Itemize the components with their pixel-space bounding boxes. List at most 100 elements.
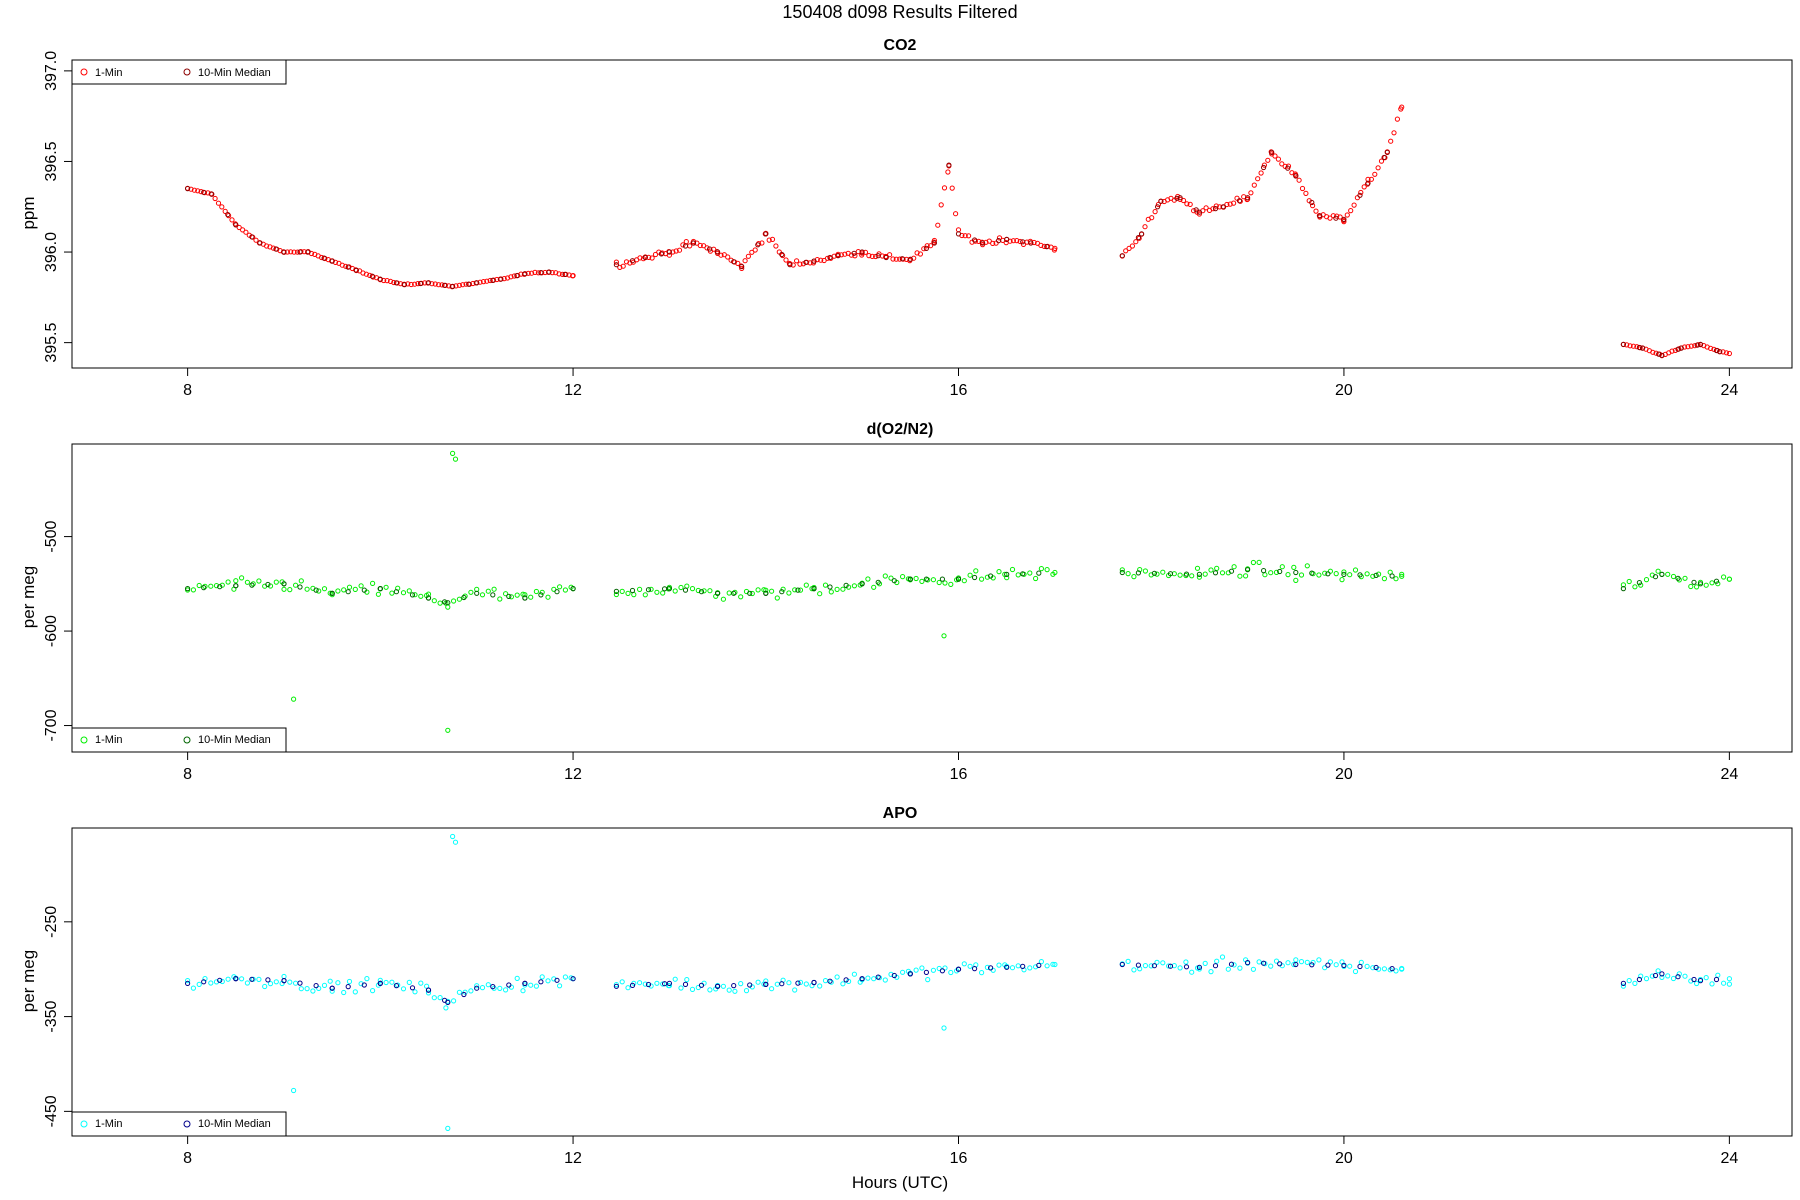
apo-point-1min <box>310 988 316 994</box>
o2n2-point-1min <box>451 598 457 604</box>
co2-point-median <box>1004 236 1010 242</box>
apo-point-1min <box>726 987 732 993</box>
apo-point-1min <box>273 979 279 985</box>
o2n2-point-1min <box>828 589 834 595</box>
co2-point-1min <box>456 282 462 288</box>
figure-title: 150408 d098 Results Filtered <box>782 2 1017 22</box>
co2-point-1min <box>680 242 686 248</box>
o2n2-point-1min <box>287 587 293 593</box>
co2-legend-box <box>71 59 287 85</box>
o2n2-y-tick-label: -500 <box>43 520 60 552</box>
co2-point-median <box>1620 341 1627 347</box>
o2n2-point-1min <box>749 590 755 597</box>
o2n2-point-1min <box>936 579 942 586</box>
apo-point-median <box>1309 962 1315 968</box>
co2-point-1min <box>1708 345 1714 351</box>
co2-point-median <box>466 281 472 287</box>
apo-point-median <box>474 985 480 991</box>
co2-x-tick-label: 20 <box>1335 382 1353 399</box>
o2n2-point-1min <box>942 580 948 586</box>
apo-point-1min <box>1726 976 1733 982</box>
apo-point-1min <box>642 981 648 987</box>
apo-point-median <box>1293 961 1299 968</box>
co2-point-1min <box>725 254 731 260</box>
o2n2-point-median <box>201 585 207 591</box>
co2-point-median <box>883 254 889 261</box>
apo-point-median <box>313 983 319 989</box>
apo-point-1min <box>1044 963 1050 969</box>
o2n2-point-1min <box>281 586 287 592</box>
co2-point-1min <box>188 186 194 192</box>
o2n2-point-median <box>1277 568 1283 575</box>
apo-y-tick-label: -250 <box>43 906 60 938</box>
apo-point-outlier <box>445 1125 451 1132</box>
o2n2-point-1min <box>267 583 274 589</box>
co2-point-median <box>1158 198 1164 204</box>
o2n2-point-1min <box>437 600 443 606</box>
apo-point-1min <box>335 980 341 986</box>
co2-point-1min <box>1258 170 1264 176</box>
apo-point-median <box>843 977 849 983</box>
o2n2-point-median <box>1357 572 1363 578</box>
o2n2-point-median <box>425 595 432 601</box>
co2-point-median <box>755 242 761 248</box>
o2n2-point-1min <box>316 588 322 594</box>
apo-point-1min <box>990 967 996 973</box>
o2n2-point-1min <box>514 592 520 598</box>
co2-point-median <box>1659 352 1665 358</box>
apo-point-median <box>698 982 705 988</box>
apo-point-median <box>779 981 785 987</box>
o2n2-point-1min <box>1009 566 1016 573</box>
co2-point-1min <box>219 204 225 210</box>
co2-point-median <box>281 249 287 255</box>
apo-x-tick-label: 16 <box>950 1150 968 1167</box>
co2-point-1min <box>759 240 765 246</box>
apo-point-median <box>891 972 897 979</box>
co2-point-1min <box>436 282 442 288</box>
o2n2-point-median <box>249 582 255 588</box>
co2-x-tick-label: 12 <box>564 382 582 399</box>
o2n2-legend-marker-median <box>183 736 191 744</box>
co2-point-median <box>1269 149 1275 155</box>
o2n2-legend <box>71 727 287 753</box>
apo-point-median <box>1245 960 1251 966</box>
co2-point-1min <box>1624 342 1630 348</box>
co2-point-median <box>1135 235 1142 241</box>
co2-point-1min <box>439 282 445 288</box>
o2n2-point-1min <box>1682 575 1688 581</box>
co2-point-1min <box>1272 153 1278 159</box>
o2n2-point-1min <box>335 588 341 594</box>
co2-point-median <box>522 271 528 277</box>
o2n2-panel: d(O2/N2) per meg 8 12 16 20 24 -700 -600 -500 1-… <box>19 421 1793 783</box>
co2-point-median <box>629 258 636 264</box>
co2-point-median <box>1193 207 1199 213</box>
apo-point-median <box>811 979 817 986</box>
o2n2-point-1min <box>528 594 534 600</box>
co2-point-median <box>658 251 665 257</box>
apo-point-1min <box>1050 961 1056 967</box>
apo-point-median <box>923 969 930 976</box>
co2-point-median <box>899 256 905 262</box>
co2-point-1min <box>1210 206 1216 212</box>
co2-point-median <box>257 240 263 246</box>
co2-point-1min <box>1630 343 1637 349</box>
o2n2-point-1min <box>780 586 786 592</box>
o2n2-point-median <box>329 590 335 596</box>
o2n2-point-1min <box>1655 568 1661 574</box>
apo-point-1min <box>769 986 775 992</box>
o2n2-point-median <box>1183 571 1190 577</box>
o2n2-point-median <box>859 581 865 587</box>
co2-point-1min <box>556 271 562 277</box>
co2-point-1min <box>659 250 665 256</box>
co2-point-1min <box>387 278 394 284</box>
co2-point-1min <box>1227 201 1233 207</box>
o2n2-point-median <box>666 586 673 592</box>
co2-point-median <box>613 262 620 268</box>
co2-point-median <box>1044 244 1050 250</box>
o2n2-point-1min <box>637 586 643 593</box>
co2-point-1min <box>652 251 659 258</box>
apo-point-1min <box>1694 980 1700 987</box>
apo-point-1min <box>942 965 948 971</box>
o2n2-point-median <box>779 589 785 595</box>
apo-point-1min <box>961 961 967 967</box>
